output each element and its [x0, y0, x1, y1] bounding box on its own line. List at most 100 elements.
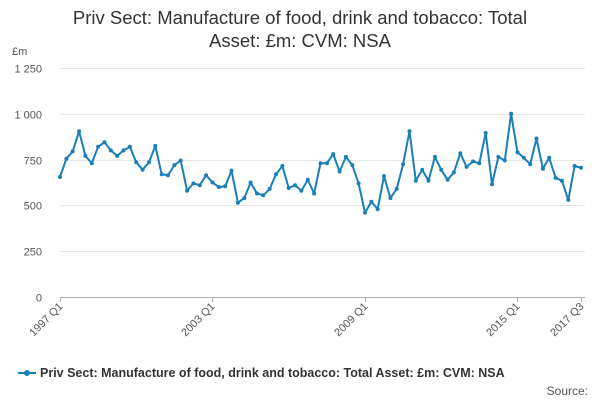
- data-point: [210, 180, 215, 185]
- data-point: [432, 154, 437, 159]
- x-tick-label: 1997 Q1: [27, 301, 65, 339]
- data-point: [191, 181, 196, 186]
- x-tick-label: 2003 Q1: [179, 301, 217, 339]
- data-point: [382, 174, 386, 179]
- data-point: [515, 150, 520, 155]
- legend-swatch-dot: [24, 370, 30, 376]
- source-label: Source:: [546, 384, 588, 398]
- x-tick-label: 2017 Q3: [548, 301, 586, 339]
- data-point: [394, 186, 399, 191]
- data-point: [509, 111, 514, 116]
- data-point: [458, 151, 463, 156]
- y-tick-label: 1 250: [14, 64, 42, 76]
- data-point: [445, 177, 450, 182]
- data-point: [318, 161, 323, 166]
- data-point: [356, 181, 361, 186]
- data-point: [267, 186, 272, 191]
- data-point: [274, 172, 278, 177]
- axes: [60, 297, 585, 302]
- data-point: [534, 136, 539, 141]
- data-point: [559, 178, 564, 183]
- data-point: [96, 144, 101, 149]
- legend-label: Priv Sect: Manufacture of food, drink an…: [40, 366, 505, 380]
- data-point: [89, 161, 94, 166]
- data-point: [324, 161, 329, 166]
- y-tick-label: 250: [24, 247, 42, 259]
- data-point: [121, 148, 126, 153]
- data-point: [102, 140, 107, 145]
- data-point: [566, 197, 571, 202]
- data-point: [464, 164, 469, 169]
- data-point: [350, 163, 355, 168]
- y-axis-unit-label: £m: [12, 46, 27, 58]
- data-point: [223, 184, 228, 189]
- data-point: [58, 175, 62, 179]
- data-point: [369, 199, 374, 204]
- x-tick-label: 2009 Q1: [332, 301, 370, 339]
- y-tick-label: 500: [24, 201, 42, 213]
- data-point: [343, 154, 348, 159]
- data-point: [70, 149, 75, 154]
- legend-swatch-icon: [18, 366, 36, 380]
- data-point: [255, 191, 259, 196]
- data-point: [388, 196, 393, 201]
- data-point: [521, 155, 526, 160]
- data-point: [140, 167, 145, 172]
- data-point: [172, 163, 177, 168]
- data-point: [153, 143, 158, 148]
- data-point: [407, 129, 412, 134]
- tick-labels: 0 250 500 750 1 000 1 250 £m 1997 Q1 2003 Q1 2009…: [12, 46, 587, 339]
- data-point: [235, 200, 240, 205]
- data-point: [77, 129, 82, 134]
- data-point: [178, 158, 183, 163]
- data-point: [197, 183, 202, 188]
- data-point: [312, 191, 317, 196]
- y-tick-label: 1 000: [14, 110, 42, 122]
- data-point: [305, 177, 310, 182]
- data-point: [553, 175, 558, 180]
- data-point: [547, 155, 552, 160]
- data-point: [572, 164, 577, 168]
- data-point: [439, 167, 444, 172]
- series-layer: [58, 111, 583, 215]
- data-point: [115, 153, 120, 158]
- data-point: [204, 173, 209, 178]
- data-point: [540, 166, 545, 171]
- data-point: [108, 148, 113, 153]
- data-point: [83, 153, 88, 158]
- data-point: [134, 160, 139, 165]
- chart-title: Priv Sect: Manufacture of food, drink an…: [0, 6, 600, 52]
- data-point: [185, 188, 190, 193]
- data-point: [490, 182, 494, 187]
- data-point: [477, 161, 482, 166]
- data-point: [363, 210, 367, 215]
- x-tick-label: 2015 Q1: [484, 301, 522, 339]
- chart-title-line-1: Priv Sect: Manufacture of food, drink an…: [72, 7, 528, 28]
- data-point: [280, 164, 285, 168]
- data-point: [293, 183, 298, 188]
- data-point: [420, 167, 425, 172]
- data-point: [127, 144, 132, 149]
- data-point: [286, 186, 291, 190]
- data-point: [496, 154, 501, 159]
- data-point: [471, 159, 475, 164]
- data-point: [261, 193, 266, 198]
- chart-title-line-2: Asset: £m: CVM: NSA: [209, 30, 391, 51]
- data-point: [375, 207, 380, 212]
- data-point: [502, 158, 507, 163]
- legend[interactable]: Priv Sect: Manufacture of food, drink an…: [18, 366, 505, 380]
- data-point: [299, 188, 304, 193]
- data-point: [331, 152, 336, 157]
- y-tick-label: 750: [24, 156, 42, 168]
- data-point: [159, 172, 164, 177]
- data-point: [426, 178, 431, 183]
- y-tick-label: 0: [36, 293, 42, 305]
- data-point: [401, 162, 406, 167]
- data-point: [64, 156, 69, 161]
- data-point: [413, 178, 418, 183]
- data-point: [337, 169, 342, 174]
- data-point: [528, 162, 533, 167]
- data-point: [248, 180, 253, 185]
- data-point: [451, 170, 456, 175]
